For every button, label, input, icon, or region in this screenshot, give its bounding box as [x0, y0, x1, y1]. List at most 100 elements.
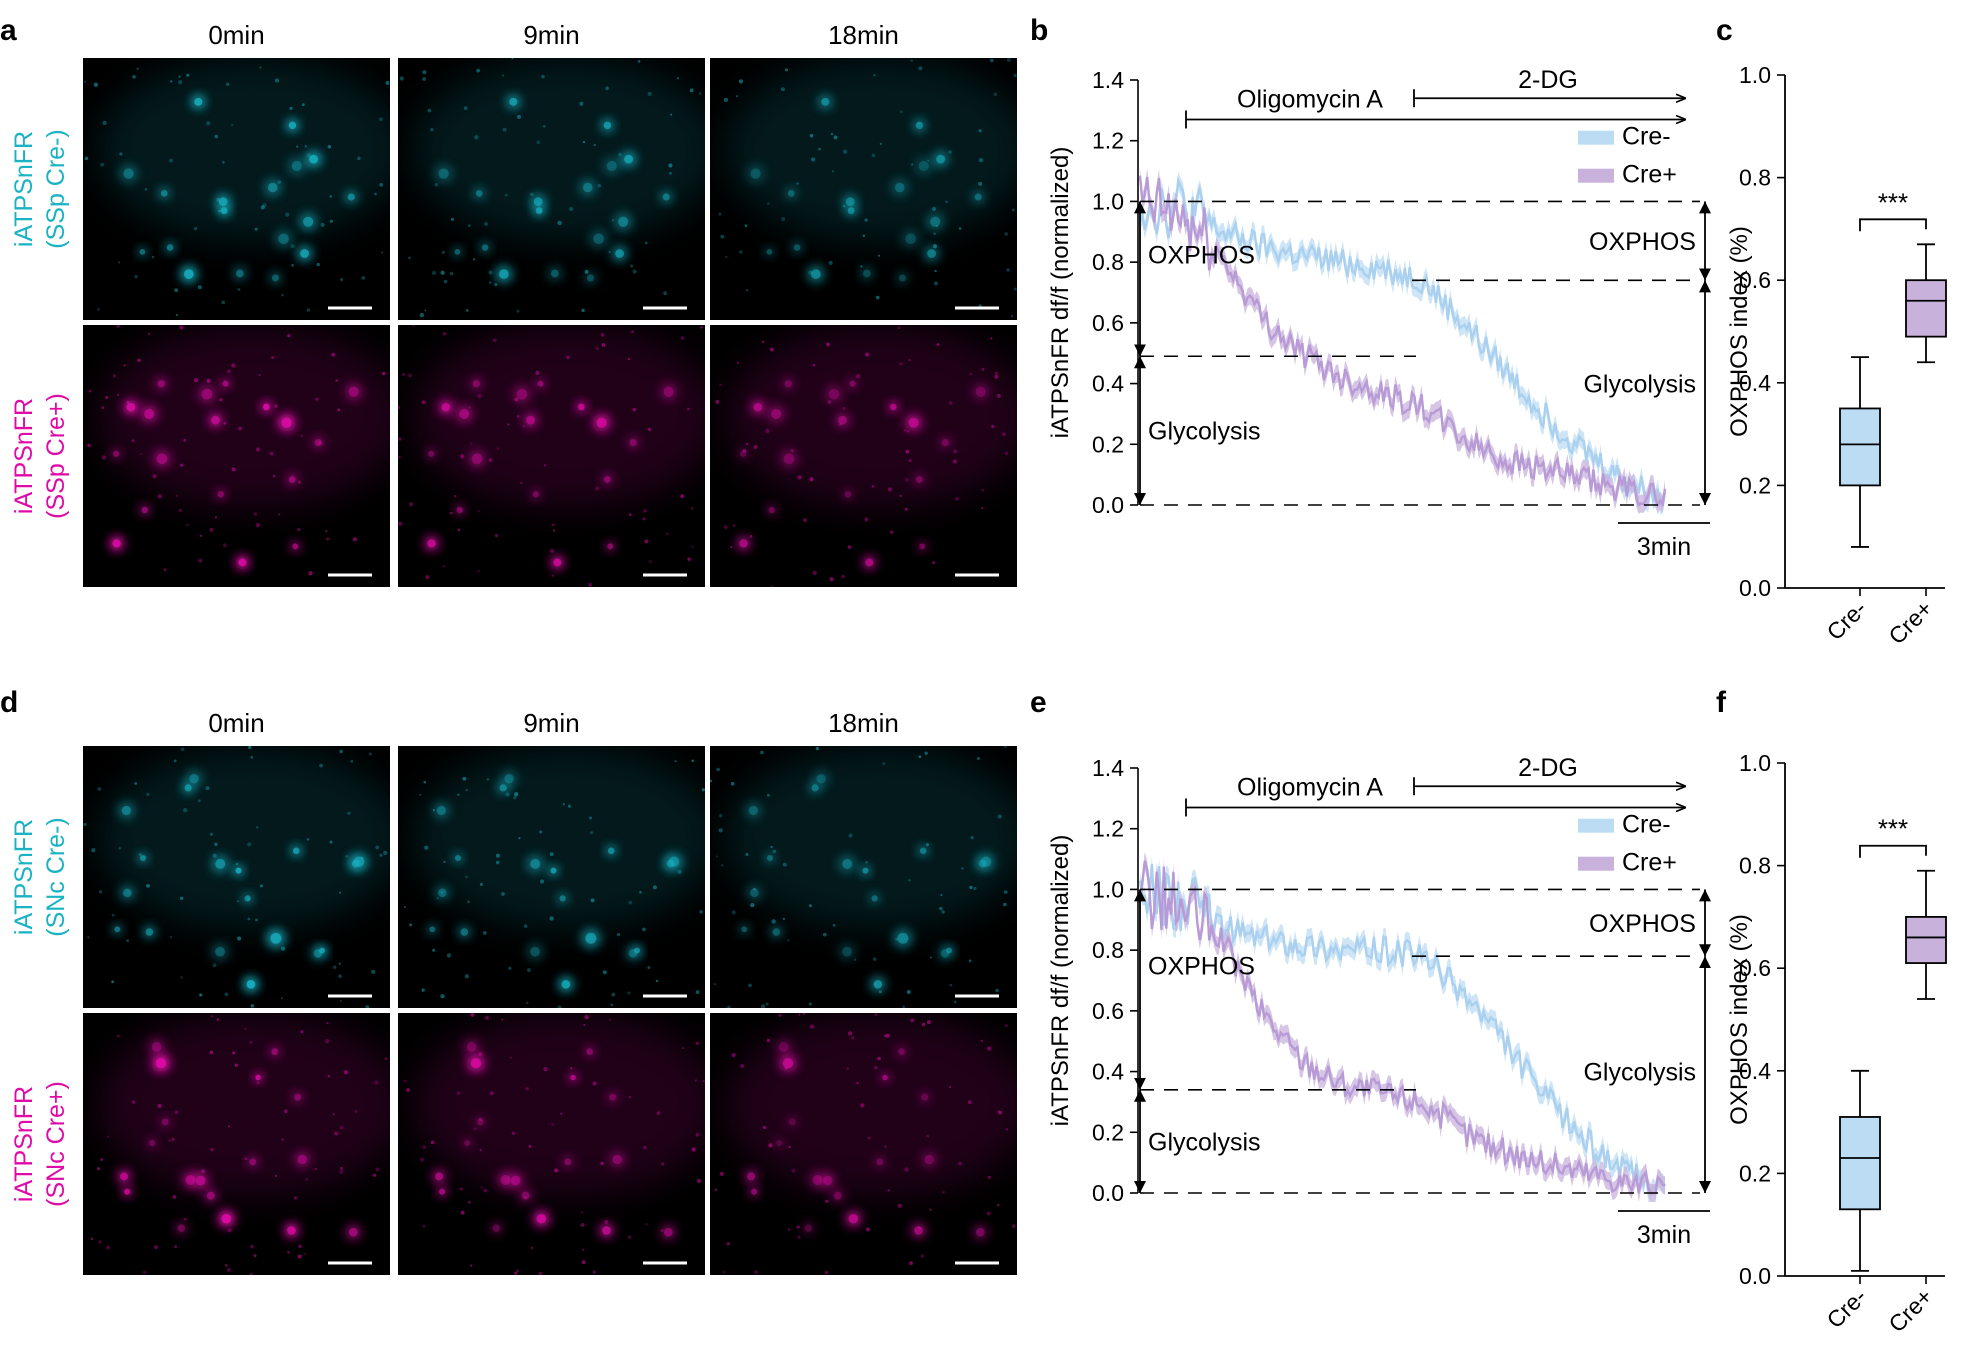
trace-chart-e: 0.0 0.2 0.4 0.6 0.8 1.0 1.2 1.4 iATPSnFR df/f (n… [1047, 754, 1711, 1249]
y-tick-label: 0.0 [1739, 575, 1771, 601]
row-label: iATPSnFR (SSp Cre+) [10, 393, 70, 519]
legend-label: Cre+ [1622, 161, 1677, 189]
y-axis-label: OXPHOS index (%) [1726, 914, 1753, 1125]
legend-swatch [1578, 168, 1614, 183]
panel-letter-f: f [1716, 686, 1727, 719]
y-tick-label: 0.8 [1092, 249, 1124, 275]
oxphos-label-right: OXPHOS [1589, 910, 1696, 938]
y-axis-label: OXPHOS index (%) [1726, 226, 1753, 437]
glycolysis-label-left: Glycolysis [1148, 1129, 1261, 1157]
x-tick-label: Cre- [1822, 1283, 1872, 1333]
y-tick-label: 0.4 [1739, 370, 1771, 396]
timepoint-label: 18min [828, 20, 899, 50]
y-tick-label: 0.6 [1092, 998, 1124, 1024]
microscopy-image [398, 58, 705, 320]
microscopy-image [83, 746, 390, 1008]
time-scale-label: 3min [1637, 533, 1691, 561]
timepoint-label: 0min [208, 708, 264, 738]
glycolysis-label-right: Glycolysis [1583, 371, 1696, 399]
panel-letter-a: a [0, 14, 17, 47]
y-tick-label: 0.0 [1739, 1263, 1771, 1289]
y-tick-label: 1.4 [1092, 67, 1124, 93]
legend-swatch [1578, 856, 1614, 871]
row-label: iATPSnFR (SSp Cre-) [10, 129, 70, 248]
panel-letter-b: b [1030, 14, 1048, 47]
microscopy-image [83, 325, 390, 587]
y-tick-label: 1.0 [1092, 876, 1124, 902]
y-tick-label: 0.8 [1092, 937, 1124, 963]
drug-label-oligomycin: Oligomycin A [1237, 85, 1383, 113]
significance-bracket [1859, 218, 1927, 232]
y-tick-label: 0.4 [1739, 1058, 1771, 1084]
row-label-line-1: iATPSnFR [10, 398, 38, 514]
box-cre-minus [1839, 1116, 1881, 1211]
significance-bracket [1859, 844, 1927, 858]
legend-label: Cre- [1622, 811, 1671, 839]
y-tick-label: 1.0 [1739, 62, 1771, 88]
y-tick-label: 0.6 [1739, 267, 1771, 293]
trace-line-cre-minus [1138, 863, 1667, 1195]
y-tick-label: 1.0 [1092, 188, 1124, 214]
microscopy-image [710, 1013, 1017, 1275]
oxphos-label-left: OXPHOS [1148, 242, 1255, 270]
timepoint-label: 9min [523, 708, 579, 738]
row-label-line-2: (SNc Cre-) [42, 817, 70, 936]
panel-letter-c: c [1716, 14, 1733, 47]
y-tick-label: 0.0 [1092, 1180, 1124, 1206]
microscopy-image [83, 58, 390, 320]
row-label-line-2: (SSp Cre+) [42, 393, 70, 519]
oxphos-label-left: OXPHOS [1148, 952, 1255, 980]
drug-label-oligomycin: Oligomycin A [1237, 773, 1383, 801]
row-label-line-1: iATPSnFR [10, 131, 38, 247]
x-tick-label: Cre- [1822, 595, 1872, 645]
y-tick-label: 0.8 [1739, 165, 1771, 191]
box-chart-c: 0.0 0.2 0.4 0.6 0.8 1.0 OXPHOS index (%) Cre- Cr… [1726, 62, 1947, 649]
legend-swatch [1578, 818, 1614, 833]
y-axis-label: iATPSnFR df/f (normalized) [1047, 835, 1074, 1127]
x-tick-label: Cre+ [1883, 595, 1937, 649]
x-tick-label: Cre+ [1883, 1283, 1937, 1337]
y-tick-label: 0.4 [1092, 371, 1124, 397]
trace-band-cre-plus [1140, 852, 1665, 1202]
trace-line-cre-plus [1138, 175, 1667, 508]
y-axis-label: iATPSnFR df/f (normalized) [1047, 147, 1074, 439]
row-label-line-2: (SNc Cre+) [42, 1081, 70, 1207]
oxphos-label-right: OXPHOS [1589, 228, 1696, 256]
microscopy-image [710, 325, 1017, 587]
microscopy-image [398, 746, 705, 1008]
box-cre-minus [1839, 407, 1881, 487]
microscopy-image [710, 58, 1017, 320]
trace-line-cre-plus [1138, 860, 1666, 1195]
trace-line-cre-minus [1138, 176, 1667, 507]
y-tick-label: 1.2 [1092, 128, 1124, 154]
row-label-line-1: iATPSnFR [10, 1086, 38, 1202]
y-tick-label: 1.2 [1092, 816, 1124, 842]
timepoint-label: 0min [208, 20, 264, 50]
microscopy-image [83, 1013, 390, 1275]
trace-chart-b: 0.0 0.2 0.4 0.6 0.8 1.0 1.2 1.4 iATPSnFR df/f (n… [1047, 66, 1711, 561]
microscopy-image [398, 325, 705, 587]
box-chart-f: 0.0 0.2 0.4 0.6 0.8 1.0 OXPHOS index (%) Cre- Cr… [1726, 750, 1947, 1337]
y-tick-label: 1.0 [1739, 750, 1771, 776]
y-tick-label: 0.0 [1092, 492, 1124, 518]
glycolysis-label-right: Glycolysis [1583, 1059, 1696, 1087]
significance-stars: *** [1878, 814, 1908, 844]
y-tick-label: 0.2 [1739, 1160, 1771, 1186]
row-label-line-2: (SSp Cre-) [42, 129, 70, 248]
legend-label: Cre+ [1622, 849, 1677, 877]
time-scale-label: 3min [1637, 1221, 1691, 1249]
drug-label-2dg: 2-DG [1518, 66, 1578, 94]
panel-letter-e: e [1030, 686, 1047, 719]
timepoint-label: 9min [523, 20, 579, 50]
microscopy-image [710, 746, 1017, 1008]
trace-band-cre-plus [1140, 166, 1665, 514]
microscopy-image [398, 1013, 705, 1275]
glycolysis-label-left: Glycolysis [1148, 418, 1261, 446]
y-tick-label: 0.6 [1092, 310, 1124, 336]
box-cre-plus [1905, 916, 1947, 964]
timepoint-label: 18min [828, 708, 899, 738]
y-tick-label: 0.2 [1092, 1119, 1124, 1145]
